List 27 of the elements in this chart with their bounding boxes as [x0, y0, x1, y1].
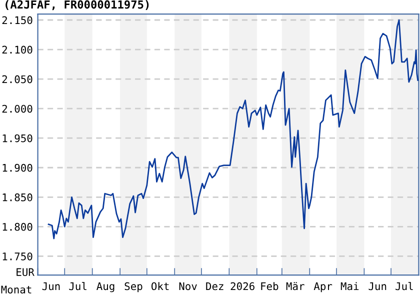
x-tick-label: Sep — [124, 282, 142, 292]
y-tick-label: 1.950 — [2, 134, 32, 142]
y-tick-label: 1.800 — [2, 222, 32, 231]
y-tick-label: 2.150 — [2, 16, 32, 24]
line-series — [48, 19, 419, 240]
y-tick-label: 2.050 — [2, 75, 32, 84]
x-tick-label: Jun — [368, 282, 386, 290]
x-tick-label: Aug — [96, 282, 114, 292]
x-tick-label: Mai — [340, 282, 359, 290]
y-tick-label: 1.850 — [2, 193, 32, 202]
x-tick-label: Dez — [206, 282, 224, 290]
x-tick-label: Apr — [314, 282, 332, 292]
x-axis-title: Monat — [1, 286, 32, 294]
x-tick-label: Okt — [152, 282, 169, 290]
y-tick-label: 1.900 — [2, 164, 32, 172]
y-axis-title: EUR — [16, 268, 34, 276]
y-tick-label: 2.100 — [2, 46, 32, 54]
y-tick-label: 1.750 — [2, 252, 32, 260]
x-tick-label: Jul — [396, 282, 413, 290]
y-tick-label: 2.000 — [2, 104, 32, 113]
chart-title: (A2JFAF, FR0000011975) — [6, 0, 149, 10]
x-tick-label: Jul — [69, 282, 86, 290]
x-tick-label: Jun — [42, 282, 60, 290]
x-tick-label: Nov — [179, 282, 197, 290]
x-tick-label: Mär — [286, 282, 304, 290]
x-tick-label: 2026 — [230, 282, 254, 290]
x-tick-label: Feb — [261, 282, 278, 290]
